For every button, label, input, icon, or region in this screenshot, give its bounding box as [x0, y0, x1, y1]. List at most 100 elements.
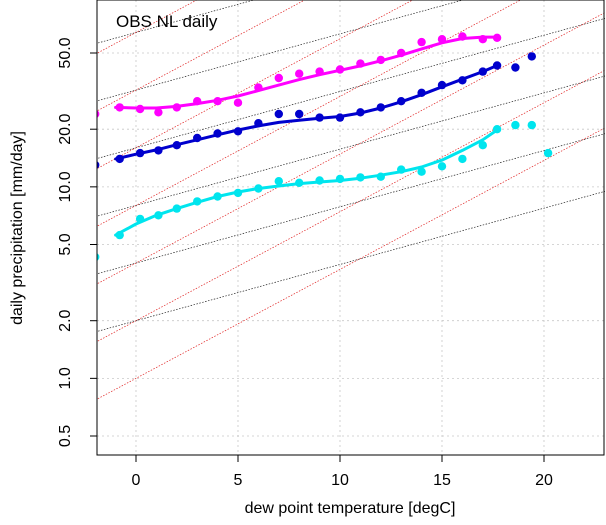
series-1-point [315, 113, 324, 122]
series-0-point [135, 104, 145, 114]
x-tick-label: 20 [535, 472, 553, 489]
x-axis-title: dew point temperature [degC] [245, 500, 456, 517]
series-1-point [97, 161, 100, 169]
grid-lines [97, 0, 604, 455]
series-0-point [492, 33, 502, 42]
series-1-point [233, 127, 243, 136]
series-0-point [154, 108, 163, 117]
data-points [97, 32, 553, 261]
series-2-point [135, 214, 145, 224]
series-0-point [193, 97, 202, 106]
y-axis-title: daily precipitation [mm/day] [9, 131, 26, 325]
series-2-point [458, 154, 467, 164]
cc-rate-reference-line [97, 190, 605, 332]
series-0-point [115, 103, 124, 112]
series-0-point [397, 48, 406, 58]
series-0-fit-line [114, 35, 499, 110]
series-2-point [254, 184, 263, 193]
series-0-point [315, 67, 324, 76]
series-1-point [213, 129, 222, 138]
double-cc-rate-reference-line [97, 69, 605, 342]
series-1-point [172, 141, 181, 150]
double-cc-rate-reference-line [97, 0, 198, 54]
reference-lines [97, 0, 605, 400]
series-2-point [213, 192, 222, 201]
series-1-point [193, 133, 202, 143]
x-tick-label: 10 [331, 472, 349, 489]
fit-curves [114, 35, 499, 237]
y-tick-label: 5.0 [57, 233, 74, 255]
series-2-point [172, 204, 181, 213]
cc-rate-reference-line [97, 133, 605, 275]
double-cc-rate-reference-line [97, 0, 414, 169]
series-1-point [154, 146, 163, 155]
double-cc-rate-reference-line [97, 12, 605, 285]
series-0-point [254, 83, 263, 92]
series-1-point [478, 67, 487, 76]
series-0-point [356, 59, 365, 68]
series-2-point [417, 167, 426, 176]
cc-rate-reference-line [97, 75, 605, 217]
series-0-point [172, 103, 181, 112]
series-2-point [543, 148, 553, 158]
y-tick-label: 50.0 [57, 37, 74, 68]
x-axis: 0 5 10 15 20 [132, 455, 553, 489]
series-2-point [154, 211, 163, 220]
series-1-point [376, 103, 385, 112]
series-2-point [527, 120, 536, 130]
series-1-point [335, 113, 345, 122]
series-0-point [437, 35, 447, 44]
series-0-point [376, 55, 385, 65]
chart-title: OBS NL daily [116, 12, 218, 31]
series-2-point [511, 120, 520, 130]
series-1-point [135, 148, 145, 158]
x-tick-label: 15 [433, 472, 451, 489]
plot-frame [96, 0, 605, 456]
series-2-point [397, 165, 406, 174]
series-1-point [527, 52, 536, 61]
double-cc-rate-reference-line [97, 127, 605, 400]
cc-rate-reference-line [97, 18, 605, 159]
series-0-point [295, 69, 304, 78]
series-1-point [295, 109, 304, 119]
series-2-point [356, 173, 365, 182]
series-2-point [193, 197, 202, 206]
series-2-point [115, 230, 124, 240]
series-1-point [397, 97, 406, 106]
series-2-point [274, 177, 283, 186]
y-tick-label: 0.5 [57, 425, 74, 447]
series-0-point [274, 73, 283, 83]
series-1-point [417, 88, 426, 98]
series-0-point [213, 97, 222, 106]
series-2-point [295, 178, 304, 187]
y-tick-label: 1.0 [57, 367, 74, 389]
series-1-point [115, 154, 124, 164]
series-1-point [492, 61, 502, 70]
series-1-point [458, 76, 467, 85]
double-cc-rate-reference-line [97, 0, 522, 227]
series-2-point [233, 188, 243, 198]
series-1-point [274, 109, 283, 119]
series-2-point [376, 172, 385, 181]
y-tick-label: 20.0 [57, 114, 74, 145]
series-2-point [315, 176, 324, 185]
series-2-point [492, 125, 502, 134]
y-axis: 0.5 1.0 2.0 5.0 10.0 20.0 50.0 [57, 37, 97, 447]
series-2-point [335, 174, 345, 184]
series-0-point [458, 32, 467, 41]
x-tick-label: 5 [234, 472, 243, 489]
series-0-point [233, 98, 243, 107]
y-tick-label: 2.0 [57, 309, 74, 331]
series-1-point [356, 108, 365, 117]
y-tick-label: 10.0 [57, 171, 74, 202]
cc-rate-reference-line [97, 0, 256, 44]
series-1-point [511, 63, 520, 72]
series-1-point [254, 119, 263, 128]
x-tick-label: 0 [132, 472, 141, 489]
double-cc-rate-reference-line [97, 0, 306, 112]
series-2-point [437, 162, 447, 171]
series-0-point [97, 110, 100, 118]
series-1-point [437, 80, 447, 90]
series-0-point [478, 35, 487, 44]
